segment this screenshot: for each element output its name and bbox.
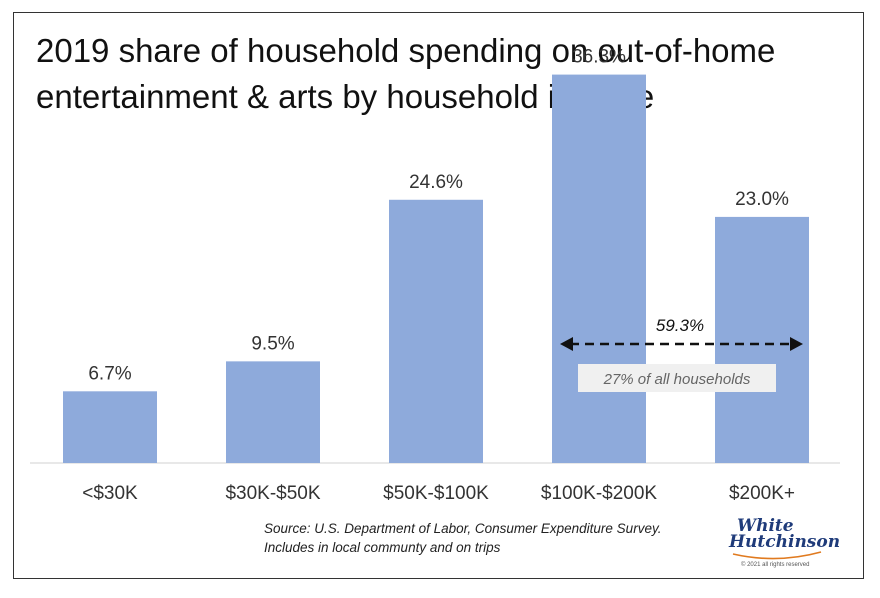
data-label-3: 36.3%: [572, 47, 626, 68]
logo-copyright: © 2021 all rights reserved: [741, 562, 810, 568]
bar-2: [389, 199, 483, 463]
logo-swoosh: [732, 551, 822, 560]
households-note: 27% of all households: [603, 371, 751, 388]
data-label-2: 24.6%: [409, 172, 463, 193]
bar-3: [552, 74, 646, 463]
data-label-0: 6.7%: [88, 363, 131, 384]
x-tick-label-1: $30K-$50K: [225, 483, 320, 504]
x-tick-label-2: $50K-$100K: [383, 483, 489, 504]
white-hutchinson-logo: White Hutchinson © 2021 all rights reser…: [727, 516, 840, 573]
span-arrow-right-head: [790, 337, 803, 351]
bar-1: [226, 361, 320, 463]
bar-0: [63, 391, 157, 463]
x-tick-label-4: $200K+: [729, 483, 795, 504]
x-tick-label-3: $100K-$200K: [541, 483, 658, 504]
source-line-1: Source: U.S. Department of Labor, Consum…: [264, 521, 662, 536]
source-line-2: Includes in local communty and on trips: [264, 540, 501, 555]
data-label-1: 9.5%: [251, 333, 294, 354]
logo-line-2: Hutchinson: [729, 532, 841, 552]
logo-line-1: White: [737, 516, 794, 536]
span-label: 59.3%: [656, 316, 704, 335]
x-tick-label-0: <$30K: [82, 483, 138, 504]
span-arrow-left-head: [560, 337, 573, 351]
chart-title: 2019 share of household spending on out-…: [36, 32, 776, 115]
households-note-box: [578, 364, 776, 392]
data-label-4: 23.0%: [735, 189, 789, 210]
